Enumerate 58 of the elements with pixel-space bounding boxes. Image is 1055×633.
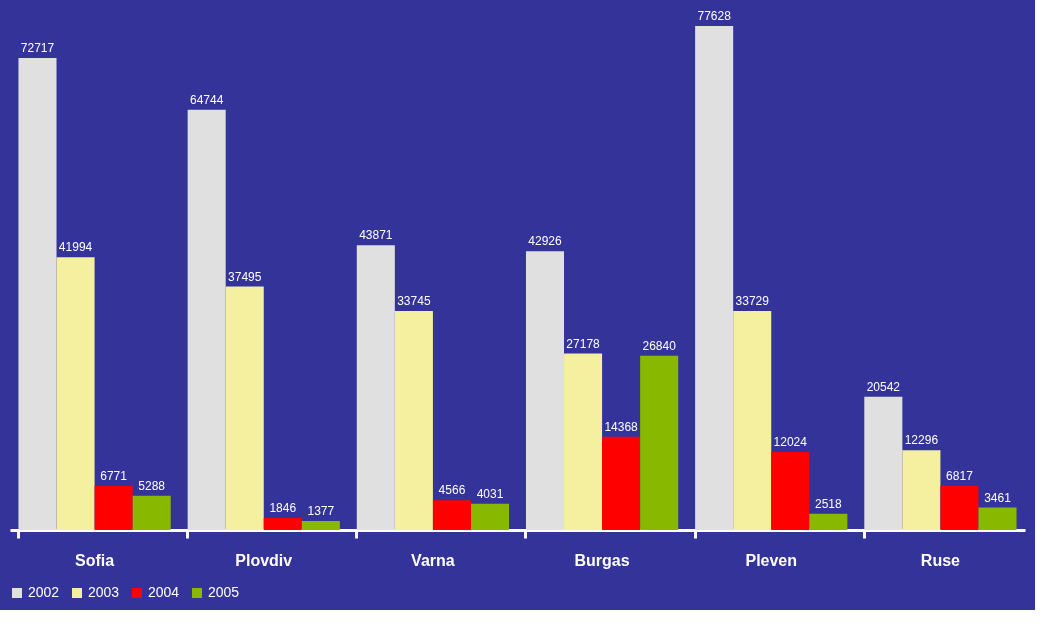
data-label: 1846 — [269, 501, 297, 516]
data-label: 26840 — [642, 338, 677, 353]
legend-label: 2004 — [148, 584, 180, 600]
legend-label: 2005 — [208, 584, 240, 600]
bar — [695, 26, 734, 530]
data-label: 41994 — [58, 240, 93, 255]
bar — [432, 500, 471, 530]
data-label: 27178 — [566, 336, 601, 351]
bar — [18, 57, 57, 530]
data-label: 12024 — [773, 434, 808, 449]
data-label: 12296 — [904, 433, 939, 448]
x-tick-label: Burgas — [574, 551, 630, 569]
bar — [864, 396, 903, 530]
bar — [564, 353, 603, 530]
data-label: 42926 — [528, 234, 562, 249]
bar — [809, 513, 848, 530]
data-label: 33729 — [735, 294, 770, 309]
bar — [470, 503, 510, 530]
data-label: 64744 — [189, 92, 224, 107]
data-label: 33745 — [397, 293, 431, 308]
x-tick-label: Plovdiv — [235, 551, 293, 569]
bar — [94, 486, 133, 530]
data-label: 4566 — [438, 483, 466, 498]
bar — [301, 521, 340, 530]
bar — [602, 436, 641, 530]
bar — [733, 311, 772, 530]
data-label: 4031 — [476, 486, 504, 501]
data-label: 2518 — [814, 496, 843, 511]
bar — [394, 310, 433, 530]
data-label: 37495 — [228, 269, 262, 284]
x-tick-label: Sofia — [75, 551, 115, 569]
x-tick-label: Varna — [411, 551, 455, 569]
bar — [902, 450, 941, 530]
bar — [640, 355, 679, 530]
data-label: 6817 — [946, 468, 974, 483]
legend-label: 2003 — [88, 584, 120, 600]
bar — [132, 495, 171, 530]
data-label: 72717 — [20, 40, 55, 55]
data-label: 3461 — [984, 490, 1012, 505]
x-tick-label: Ruse — [920, 551, 961, 569]
bar — [56, 257, 95, 530]
bar — [771, 451, 810, 530]
bar — [187, 109, 226, 530]
bar — [525, 251, 565, 530]
data-label: 14368 — [604, 419, 639, 434]
data-label: 1377 — [307, 504, 335, 519]
x-tick-label: Pleven — [745, 551, 798, 569]
bar — [225, 286, 264, 530]
bar — [356, 245, 395, 530]
data-label: 20542 — [866, 379, 901, 394]
data-label: 5288 — [138, 478, 166, 493]
data-label: 43871 — [359, 228, 393, 243]
legend-label: 2002 — [28, 584, 60, 600]
bar — [978, 507, 1017, 530]
bar — [940, 485, 979, 530]
data-label: 77628 — [697, 9, 732, 23]
bar — [263, 518, 302, 530]
data-label: 6771 — [100, 469, 128, 484]
